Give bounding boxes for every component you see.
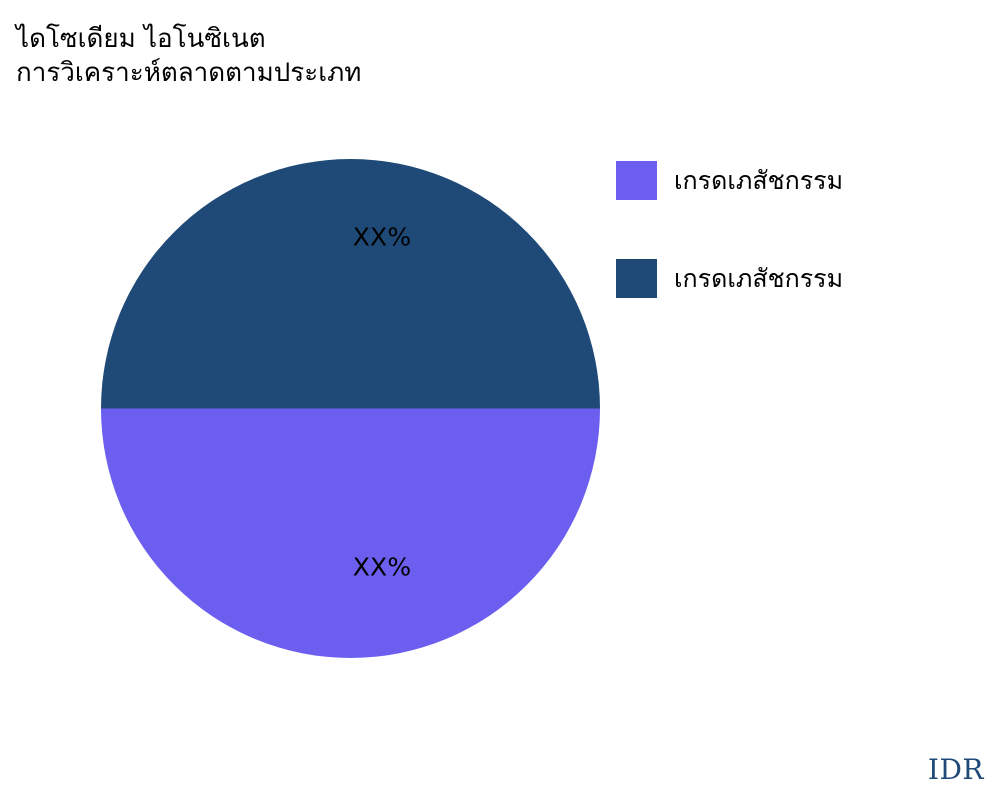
watermark-idr: IDR bbox=[927, 753, 984, 786]
legend-swatch-icon-navy bbox=[616, 259, 657, 298]
pie-slice-purple[interactable] bbox=[101, 408, 600, 659]
chart-title: ไดโซเดียม ไอโนซิเนต การวิเคราะห์ตลาดตามป… bbox=[16, 22, 616, 90]
pie-slice-label-purple: XX% bbox=[352, 552, 412, 582]
legend-item-label-0: เกรดเภสัชกรรม bbox=[674, 165, 844, 195]
chart-legend: เกรดเภสัชกรรม เกรดเภสัชกรรม bbox=[616, 161, 986, 298]
pie-chart bbox=[101, 159, 600, 658]
legend-item-1[interactable]: เกรดเภสัชกรรม bbox=[616, 259, 986, 298]
chart-title-line-1: ไดโซเดียม ไอโนซิเนต bbox=[16, 24, 266, 54]
pie-chart-plot-area: XX% XX% bbox=[0, 120, 620, 700]
chart-title-line-2: การวิเคราะห์ตลาดตามประเภท bbox=[16, 58, 362, 88]
pie-slice-navy[interactable] bbox=[101, 159, 600, 409]
legend-swatch-icon-purple bbox=[616, 161, 657, 200]
legend-item-0[interactable]: เกรดเภสัชกรรม bbox=[616, 161, 986, 200]
legend-item-label-1: เกรดเภสัชกรรม bbox=[674, 263, 844, 293]
pie-slice-label-navy: XX% bbox=[352, 222, 412, 252]
